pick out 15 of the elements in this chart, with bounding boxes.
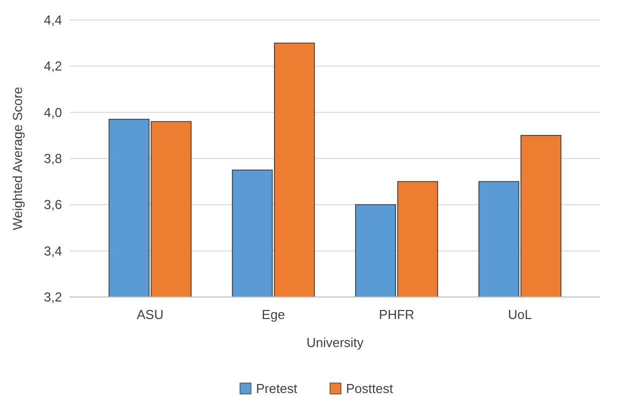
y-tick-label: 4,4 bbox=[44, 12, 62, 28]
y-tick-label: 3,8 bbox=[44, 151, 62, 166]
legend-label: Pretest bbox=[256, 381, 298, 396]
y-tick-label: 4,0 bbox=[44, 104, 62, 120]
legend-label: Posttest bbox=[346, 381, 394, 396]
y-tick-label: 4,2 bbox=[44, 58, 62, 74]
y-axis-title: Weighted Average Score bbox=[10, 86, 25, 230]
x-tick-label: PHFR bbox=[378, 307, 414, 322]
y-tick-label: 3,6 bbox=[44, 197, 62, 212]
x-axis-title: University bbox=[306, 335, 364, 350]
x-tick-label: ASU bbox=[136, 307, 164, 322]
x-tick-label: Ege bbox=[262, 307, 285, 322]
x-tick-label: UoL bbox=[508, 307, 532, 322]
y-tick-label: 3,2 bbox=[44, 290, 62, 305]
y-tick-label: 3,4 bbox=[44, 243, 62, 258]
